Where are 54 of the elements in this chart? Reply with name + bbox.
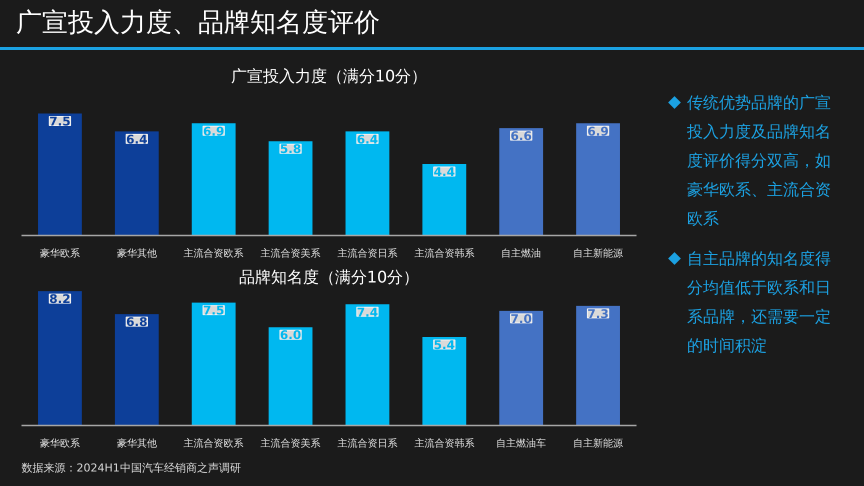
bar — [499, 310, 544, 426]
x-tick-label: 主流合资美系 — [260, 248, 321, 260]
data-label: 6.9 — [587, 124, 609, 138]
x-tick-label: 主流合资美系 — [260, 438, 321, 450]
x-tick-label: 自主燃油 — [501, 248, 542, 260]
data-label: 4.4 — [434, 164, 455, 179]
x-tick-label: 豪华欧系 — [40, 248, 80, 260]
data-label: 6.4 — [356, 132, 378, 146]
data-label: 7.5 — [49, 114, 71, 129]
data-label: 5.4 — [434, 338, 455, 352]
bar — [38, 114, 82, 236]
x-tick-label: 自主新能源 — [573, 438, 624, 450]
bar — [346, 304, 390, 426]
bar — [192, 302, 236, 426]
x-tick-label: 豪华其他 — [116, 248, 157, 260]
bar — [268, 141, 312, 236]
data-label: 7.5 — [203, 304, 224, 318]
data-label: 6.0 — [280, 328, 302, 342]
x-tick-label: 主流合资韩系 — [414, 248, 474, 260]
bar — [422, 164, 466, 236]
text: 传统优势品牌的广宣投入力度及品牌知名度评价得分双高，如豪华欧系、主流合资欧系 — [687, 92, 832, 230]
chart-subtitle: 广宣投入力度（满分10分） — [230, 66, 428, 86]
x-tick-label: 主流合资韩系 — [414, 438, 474, 450]
chart-title: 广宣投入力度、品牌知名度评价 — [0, 0, 864, 50]
bar — [422, 337, 466, 426]
bar — [114, 131, 159, 236]
data-label: 6.4 — [126, 132, 148, 146]
x-tick-label: 主流合资欧系 — [184, 438, 244, 450]
bar — [346, 131, 390, 236]
x-tick-label: 自主新能源 — [573, 248, 624, 260]
data-label: 7.4 — [356, 305, 378, 320]
bar — [499, 128, 544, 236]
data-label: 6.8 — [126, 315, 148, 330]
x-tick-label: 主流合资日系 — [337, 248, 398, 260]
data-label: 8.2 — [49, 292, 71, 306]
x-tick-label: 豪华欧系 — [40, 438, 80, 450]
chart-title: 品牌知名度（满分10分） — [238, 268, 420, 286]
x-tick-label: 主流合资日系 — [337, 438, 398, 450]
bar — [192, 123, 236, 236]
data-label: 6.9 — [203, 124, 224, 138]
x-tick-label: 自主燃油车 — [496, 438, 546, 450]
bar — [268, 327, 312, 426]
data-label: 6.6 — [510, 129, 532, 144]
data-label: 7.0 — [510, 312, 532, 326]
bar — [576, 306, 620, 426]
bar — [38, 291, 82, 426]
data-label: 7.3 — [587, 306, 609, 321]
source-note: 数据来源：2024H1中国汽车经销商之声调研 — [22, 462, 241, 474]
x-tick-label: 豪华其他 — [116, 438, 157, 450]
data-label: 5.8 — [280, 142, 302, 156]
bar — [576, 123, 620, 236]
text: 自主品牌的知名度得分均值低于欧系和日系品牌，还需要一定的时间积淀 — [687, 248, 832, 357]
bar — [114, 314, 159, 426]
x-tick-label: 主流合资欧系 — [184, 248, 244, 260]
